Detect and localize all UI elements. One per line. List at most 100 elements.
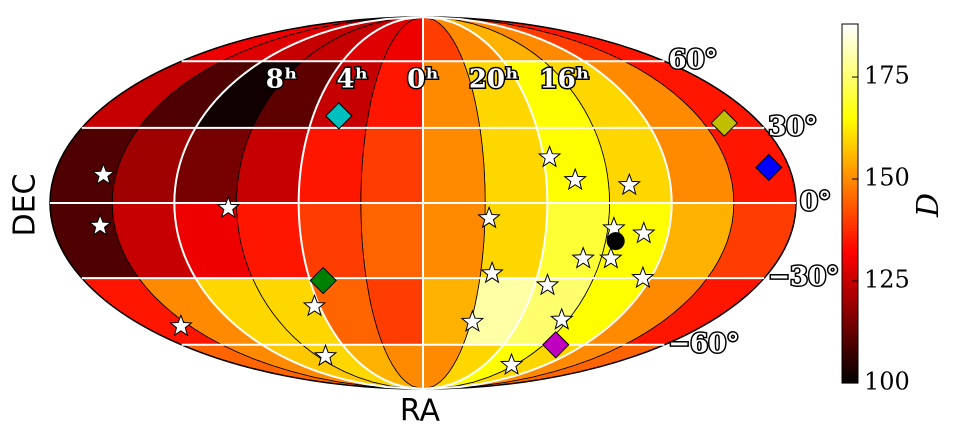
colorbar-swatch: [842, 56, 858, 61]
colorbar-swatch: [842, 152, 858, 157]
colorbar-swatch: [842, 353, 858, 357]
colorbar-swatch: [842, 206, 858, 211]
colorbar-swatch: [842, 158, 858, 163]
colorbar-swatch: [842, 365, 858, 369]
colorbar-swatch: [842, 83, 858, 88]
colorbar-swatch: [842, 98, 858, 103]
heat-cell: [422, 202, 486, 279]
heat-cell: [479, 127, 548, 204]
diamond-marker: [755, 153, 783, 182]
colorbar-swatch: [842, 314, 858, 318]
colorbar-swatch: [842, 59, 858, 64]
colorbar-swatch: [842, 194, 858, 199]
colorbar-swatch: [842, 197, 858, 202]
star-marker: [537, 144, 562, 168]
colorbar-swatch: [842, 95, 858, 100]
colorbar-swatch: [842, 47, 858, 52]
colorbar-swatch: [842, 230, 858, 235]
colorbar-swatch: [842, 41, 858, 46]
colorbar-swatch: [842, 323, 858, 327]
colorbar-swatch: [842, 293, 858, 297]
colorbar-swatch: [842, 86, 858, 91]
colorbar-swatch: [842, 119, 858, 124]
colorbar-swatch: [842, 107, 858, 112]
colorbar-swatch: [842, 44, 858, 49]
colorbar-swatch: [842, 131, 858, 136]
colorbar-swatch: [842, 149, 858, 154]
colorbar-swatch: [842, 260, 858, 264]
colorbar-swatch: [842, 164, 858, 169]
colorbar-swatch: [842, 185, 858, 190]
star-marker: [631, 265, 655, 289]
colorbar-frame: [841, 23, 859, 384]
star-marker: [313, 343, 338, 367]
colorbar-swatch: [842, 263, 858, 267]
colorbar-swatch: [842, 359, 858, 363]
colorbar-tick-label: 125: [864, 266, 910, 294]
colorbar-swatch: [842, 191, 858, 196]
colorbar: 100 125 150 175: [841, 23, 910, 396]
colorbar-swatch: [842, 104, 858, 109]
star-marker: [631, 221, 656, 244]
colorbar-swatch: [842, 344, 858, 348]
colorbar-swatch: [842, 161, 858, 166]
heat-cell: [298, 127, 367, 204]
colorbar-swatch: [842, 281, 858, 285]
colorbar-swatch: [842, 362, 858, 366]
colorbar-swatch: [842, 203, 858, 208]
colorbar-swatch: [842, 167, 858, 172]
colorbar-swatch: [842, 311, 858, 315]
star-marker: [480, 260, 504, 284]
colorbar-swatch: [842, 308, 858, 312]
diamond-marker: [309, 266, 337, 295]
colorbar-swatch: [842, 92, 858, 97]
colorbar-swatch: [842, 110, 858, 115]
colorbar-swatch: [842, 170, 858, 175]
colorbar-swatch: [842, 251, 858, 255]
colorbar-swatch: [842, 24, 858, 28]
colorbar-swatch: [842, 272, 858, 276]
star-marker: [571, 246, 595, 269]
colorbar-swatch: [842, 50, 858, 55]
colorbar-swatch: [842, 269, 858, 273]
star-marker: [88, 213, 112, 236]
colorbar-swatch: [842, 140, 858, 145]
colorbar-swatch: [842, 338, 858, 342]
colorbar-swatch: [842, 347, 858, 351]
colorbar-swatch: [842, 143, 858, 148]
star-marker: [477, 205, 501, 229]
star-marker: [91, 162, 116, 186]
star-marker: [549, 307, 574, 330]
colorbar-swatch: [842, 176, 858, 181]
colorbar-swatch: [842, 377, 858, 381]
labels: 8ʰ 4ʰ 0ʰ 20ʰ 16ʰ 60° 30° 0° −30° −60°: [264, 44, 840, 361]
x-axis-label: RA: [400, 394, 441, 429]
star-marker: [563, 167, 587, 191]
star-marker: [302, 293, 327, 317]
colorbar-swatch: [842, 53, 858, 58]
colorbar-swatch: [842, 317, 858, 321]
x-tick-label: 16ʰ: [540, 65, 590, 95]
heat-cell: [360, 202, 424, 279]
heatmap: [49, 16, 797, 390]
y-tick-label: −30°: [768, 262, 839, 292]
colorbar-swatch: [842, 374, 858, 378]
x-tick-label: 0ʰ: [407, 65, 439, 95]
y-axis-label: DEC: [8, 173, 43, 236]
colorbar-swatch: [842, 134, 858, 139]
colorbar-swatch: [842, 212, 858, 217]
x-tick-label: 4ʰ: [336, 65, 368, 95]
y-tick-label: 0°: [800, 187, 831, 217]
colorbar-swatch: [842, 320, 858, 324]
dot-marker: [606, 232, 625, 251]
colorbar-swatch: [842, 332, 858, 336]
star-marker: [216, 195, 241, 219]
colorbar-swatch: [842, 380, 858, 384]
colorbar-swatch: [842, 329, 858, 333]
y-tick-label: 30°: [768, 112, 817, 142]
colorbar-swatch: [842, 137, 858, 142]
heat-cell: [298, 202, 367, 279]
diamond-marker: [710, 109, 738, 137]
grid: [49, 16, 797, 390]
